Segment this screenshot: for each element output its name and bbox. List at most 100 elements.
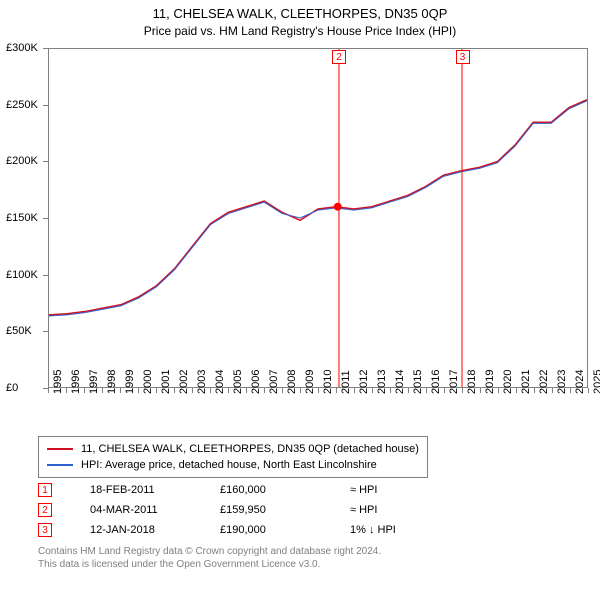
x-axis-label: 2020	[502, 370, 514, 394]
x-axis-label: 1995	[52, 370, 64, 394]
row-price: £159,950	[220, 504, 350, 516]
x-tick	[300, 388, 301, 393]
x-tick	[48, 388, 49, 393]
chart-container: 11, CHELSEA WALK, CLEETHORPES, DN35 0QP …	[0, 0, 600, 590]
x-tick	[174, 388, 175, 393]
x-axis-label: 2012	[358, 370, 370, 394]
legend-label: 11, CHELSEA WALK, CLEETHORPES, DN35 0QP …	[81, 443, 419, 455]
x-tick	[102, 388, 103, 393]
x-tick	[138, 388, 139, 393]
marker-flag: 2	[332, 50, 346, 64]
x-axis-label: 2017	[448, 370, 460, 394]
row-marker: 1	[38, 483, 52, 497]
sale-point-marker	[334, 203, 342, 211]
y-axis-label: £50K	[6, 325, 32, 337]
row-date: 18-FEB-2011	[90, 484, 220, 496]
x-tick	[192, 388, 193, 393]
footer-line-1: Contains HM Land Registry data © Crown c…	[38, 545, 381, 558]
x-axis-label: 2006	[250, 370, 262, 394]
row-price: £160,000	[220, 484, 350, 496]
y-axis-label: £250K	[6, 99, 38, 111]
x-axis-label: 2014	[394, 370, 406, 394]
y-axis-label: £0	[6, 382, 18, 394]
y-tick	[43, 105, 48, 106]
legend-label: HPI: Average price, detached house, Nort…	[81, 459, 377, 471]
x-tick	[390, 388, 391, 393]
x-tick	[354, 388, 355, 393]
y-tick	[43, 331, 48, 332]
row-date: 04-MAR-2011	[90, 504, 220, 516]
x-axis-label: 2000	[142, 370, 154, 394]
x-axis-label: 2019	[484, 370, 496, 394]
legend: 11, CHELSEA WALK, CLEETHORPES, DN35 0QP …	[38, 436, 428, 478]
row-marker: 3	[38, 523, 52, 537]
x-tick	[66, 388, 67, 393]
y-tick	[43, 218, 48, 219]
x-tick	[210, 388, 211, 393]
row-marker: 2	[38, 503, 52, 517]
footer-line-2: This data is licensed under the Open Gov…	[38, 558, 381, 571]
x-tick	[282, 388, 283, 393]
x-tick	[318, 388, 319, 393]
y-axis-label: £300K	[6, 42, 38, 54]
x-axis-label: 2018	[466, 370, 478, 394]
x-axis-label: 2001	[160, 370, 172, 394]
x-axis-label: 2009	[304, 370, 316, 394]
x-tick	[444, 388, 445, 393]
x-tick	[498, 388, 499, 393]
title-block: 11, CHELSEA WALK, CLEETHORPES, DN35 0QP …	[0, 0, 600, 38]
x-tick	[408, 388, 409, 393]
x-axis-label: 2002	[178, 370, 190, 394]
x-axis-label: 2011	[340, 370, 352, 394]
row-date: 12-JAN-2018	[90, 524, 220, 536]
table-row: 3 12-JAN-2018£190,0001% ↓ HPI	[38, 520, 450, 540]
x-tick	[84, 388, 85, 393]
footer-attribution: Contains HM Land Registry data © Crown c…	[38, 545, 381, 571]
x-tick	[336, 388, 337, 393]
x-axis-label: 2013	[376, 370, 388, 394]
table-row: 204-MAR-2011£159,950≈ HPI	[38, 500, 450, 520]
x-axis-label: 2024	[574, 370, 586, 394]
y-tick	[43, 48, 48, 49]
x-axis-label: 2022	[538, 370, 550, 394]
x-tick	[552, 388, 553, 393]
legend-swatch	[47, 464, 73, 466]
y-axis-label: £100K	[6, 269, 38, 281]
x-tick	[534, 388, 535, 393]
row-price: £190,000	[220, 524, 350, 536]
x-axis-label: 2007	[268, 370, 280, 394]
x-axis-label: 2010	[322, 370, 334, 394]
legend-swatch	[47, 448, 73, 450]
y-tick	[43, 161, 48, 162]
x-axis-label: 1998	[106, 370, 118, 394]
x-axis-label: 1999	[124, 370, 136, 394]
marker-flag: 3	[456, 50, 470, 64]
x-axis-label: 2021	[520, 370, 532, 394]
row-diff: ≈ HPI	[350, 484, 450, 496]
x-tick	[426, 388, 427, 393]
x-axis-label: 1996	[70, 370, 82, 394]
x-tick	[516, 388, 517, 393]
x-axis-label: 1997	[88, 370, 100, 394]
x-axis-label: 2023	[556, 370, 568, 394]
x-axis-label: 2016	[430, 370, 442, 394]
legend-item: HPI: Average price, detached house, Nort…	[47, 457, 419, 473]
chart-svg	[49, 49, 587, 387]
sales-table: 1 18-FEB-2011£160,000≈ HPI 2 04-MAR-2011£15…	[38, 480, 450, 540]
x-axis-label: 2003	[196, 370, 208, 394]
table-row: 1 18-FEB-2011£160,000≈ HPI	[38, 480, 450, 500]
x-tick	[570, 388, 571, 393]
y-tick	[43, 275, 48, 276]
y-axis-label: £200K	[6, 155, 38, 167]
x-axis-label: 2015	[412, 370, 424, 394]
x-tick	[246, 388, 247, 393]
x-tick	[156, 388, 157, 393]
x-tick	[120, 388, 121, 393]
x-tick	[228, 388, 229, 393]
x-tick	[588, 388, 589, 393]
row-diff: 1% ↓ HPI	[350, 524, 450, 536]
x-tick	[264, 388, 265, 393]
chart-subtitle: Price paid vs. HM Land Registry's House …	[0, 24, 600, 38]
y-axis-label: £150K	[6, 212, 38, 224]
series-line	[49, 100, 587, 315]
